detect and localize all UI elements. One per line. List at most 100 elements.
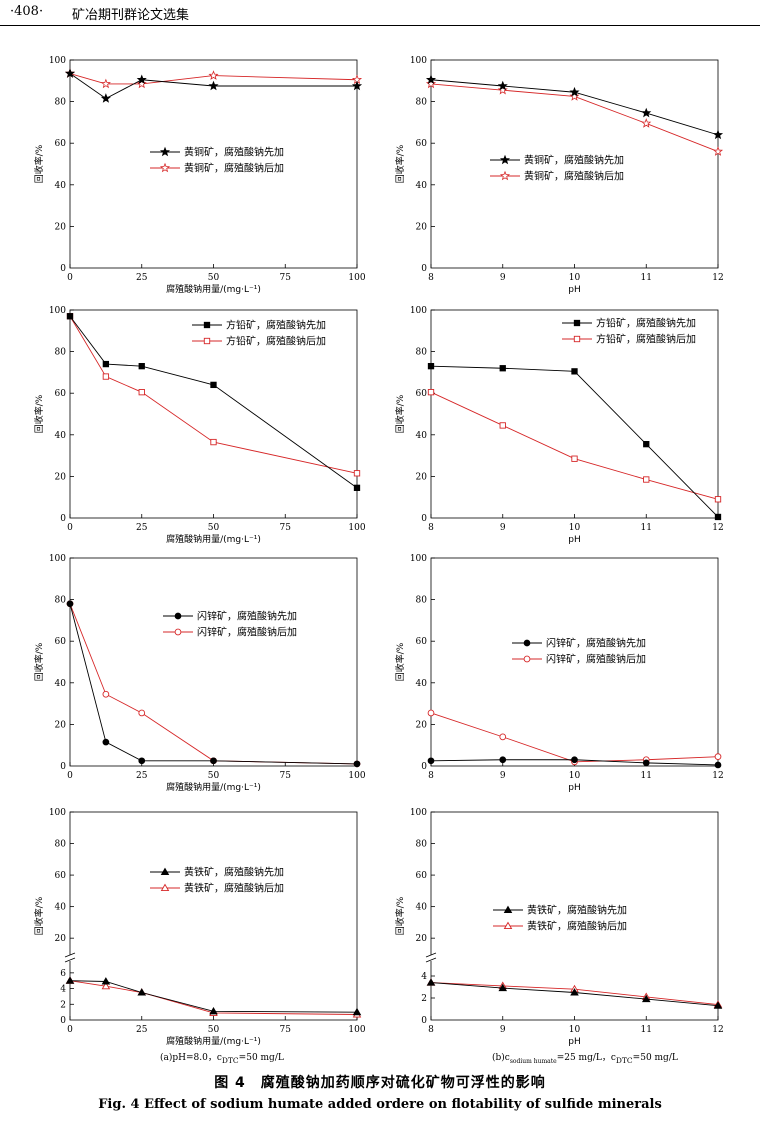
data-point [571,756,578,764]
legend-marker [203,337,211,345]
series-line [430,365,719,518]
data-point [497,84,508,95]
x-tick-label: 0 [67,771,73,781]
y-tick-label: 20 [55,472,67,482]
x-axis-label: pH [568,783,580,793]
legend-marker [160,867,170,876]
header-rule [0,25,760,26]
y-tick-label: 20 [416,934,428,944]
series-pre [425,74,724,140]
y-tick-label: 100 [49,56,66,66]
data-point [352,1007,362,1016]
x-axis-label: pH [568,1037,580,1047]
y-tick-label: 0 [60,264,66,274]
x-tick-label: 75 [280,523,292,533]
y-tick-label: 20 [416,472,428,482]
data-point [427,709,435,717]
data-point [64,68,76,78]
data-point [101,977,111,985]
axis-break-mark [64,952,76,958]
y-tick-label: 60 [416,139,428,149]
x-axis-label: pH [568,285,580,295]
page-header: ·408· 矿冶期刊群论文选集 [0,0,760,26]
data-point [712,146,724,156]
data-point [102,738,110,746]
y-tick-label: 4 [60,985,66,995]
data-point [65,976,75,984]
legend-marker [160,883,170,892]
data-point [210,438,217,446]
x-axis-label: 腐殖酸钠用量/(mg·L⁻¹) [166,533,261,545]
y-tick-label: 0 [60,514,66,524]
axis-break-gap [67,955,74,961]
data-point [208,70,219,80]
x-tick-label: 10 [569,1025,581,1035]
x-tick-label: 75 [280,771,292,781]
data-point [208,80,219,91]
legend-marker [503,921,513,930]
chart-panel-6: 8 9 10 11 12 20 40 60 80 100 0 回收率/% pH 闪锌矿，腐殖酸钠先加闪锌矿… [394,554,724,793]
data-point [571,455,578,462]
data-point [102,690,110,698]
series-line [430,391,719,500]
subcaption-b: (b)csodium humate=25 mg/L，cDTC=50 mg/L [492,1053,678,1065]
legend-marker [159,162,171,173]
legend-entry: 闪锌矿，腐殖酸钠先加 [197,610,297,623]
series-post [427,389,722,503]
legend-entry: 方铅矿，腐殖酸钠后加 [226,335,326,348]
y-tick-label: 0 [421,264,427,274]
y-tick-label: 60 [416,637,428,647]
x-tick-label: 12 [712,273,723,283]
data-point [100,78,111,89]
x-tick-label: 9 [500,1025,506,1035]
axis-break-mark [425,952,437,958]
data-point [351,80,363,91]
legend-entry: 黄铁矿，腐殖酸钠后加 [527,920,627,933]
x-tick-label: 100 [348,1025,365,1035]
x-tick-label: 25 [136,1025,148,1035]
data-point [642,759,650,767]
data-point [136,74,147,85]
y-tick-label: 80 [55,348,67,358]
x-tick-label: 11 [641,273,652,283]
y-tick-label: 0 [421,762,427,772]
legend-entry: 闪锌矿，腐殖酸钠先加 [546,637,646,650]
y-tick-label: 80 [416,840,428,850]
data-point [499,422,506,429]
y-tick-label: 100 [49,306,66,316]
y-tick-label: 100 [410,56,427,66]
series-pre [66,600,361,768]
series-pre [427,363,722,521]
y-tick-label: 100 [49,808,66,818]
x-tick-label: 50 [208,273,220,283]
y-axis-label: 回收率/% [33,896,45,935]
y-axis-label: 回收率/% [33,394,45,433]
legend-entry: 黄铜矿，腐殖酸钠先加 [184,146,284,159]
legend-entry: 方铅矿，腐殖酸钠先加 [226,319,326,332]
x-tick-label: 75 [280,1025,292,1035]
data-point [101,981,111,990]
x-tick-label: 9 [500,523,506,533]
legend-marker [499,170,511,181]
y-axis-label: 回收率/% [33,144,45,183]
x-tick-label: 8 [428,273,434,283]
data-point [102,360,110,368]
chart-panel-8: 8 9 10 11 12 2 4 20 40 60 80 100 0 回收率/% pH 黄铁矿，腐殖酸钠先加黄… [394,808,724,1047]
x-tick-label: 12 [712,771,723,781]
y-tick-label: 40 [55,181,67,191]
y-tick-label: 60 [55,871,67,881]
series-post [66,600,361,768]
x-tick-label: 10 [569,273,581,283]
data-point [427,389,435,396]
y-tick-label: 100 [410,306,427,316]
legend-marker [499,154,511,165]
legend-marker [523,655,531,663]
x-tick-label: 25 [136,771,148,781]
data-point [569,91,580,101]
y-tick-label: 0 [421,1016,427,1026]
y-tick-label: 40 [416,679,428,689]
data-point [66,600,74,608]
data-point [569,86,580,97]
